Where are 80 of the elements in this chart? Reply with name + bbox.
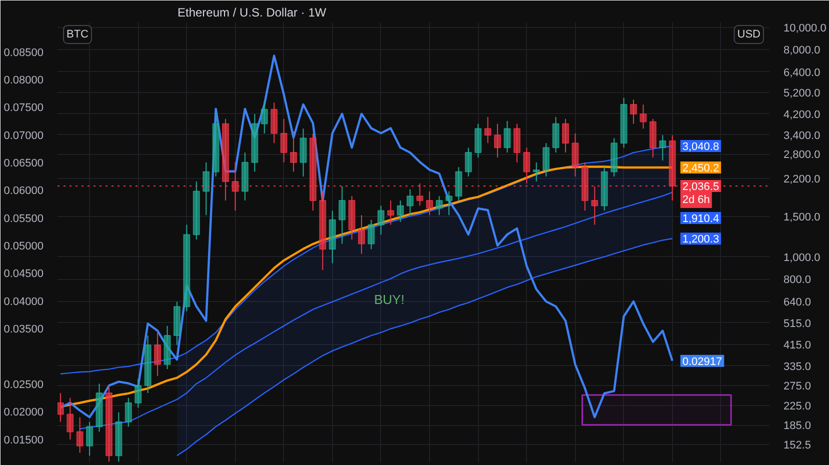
candlestick <box>260 101 268 134</box>
candlestick <box>387 200 394 226</box>
candlestick <box>76 416 84 454</box>
y2-tick-label: 415.0 <box>784 339 812 352</box>
y-tick-label: 0.05500 <box>4 212 44 225</box>
data-label: 3,040.8 <box>682 141 720 154</box>
candlestick <box>659 134 666 161</box>
y-tick-label: 0.08500 <box>4 46 44 59</box>
y2-tick-label: 225.0 <box>784 400 812 412</box>
y2-tick-label: 10,000.0 <box>784 22 826 34</box>
y2-tick-label: 800.0 <box>784 274 812 286</box>
data-label: 0.02917 <box>682 356 722 368</box>
candlestick <box>358 214 366 254</box>
y-tick-label: 0.04000 <box>4 296 44 308</box>
data-label: 1,200.3 <box>682 234 720 246</box>
y-tick-label: 0.08000 <box>4 74 44 87</box>
y-tick-label: 0.04500 <box>4 268 44 280</box>
candlestick <box>290 130 298 172</box>
y2-tick-label: 8,000.0 <box>784 44 820 57</box>
data-label: 1,910.4 <box>682 212 720 225</box>
candlestick <box>86 421 94 456</box>
y2-tick-label: 3,400.0 <box>784 130 820 142</box>
candlestick <box>562 118 570 153</box>
annotation: BUY! <box>374 292 404 308</box>
y-tick-label: 0.06000 <box>4 185 44 198</box>
y2-tick-label: 2,800.0 <box>784 149 820 162</box>
candlestick <box>513 123 520 163</box>
candlestick <box>504 120 511 153</box>
candlestick <box>640 104 647 130</box>
y-tick-label: 0.03500 <box>4 324 44 336</box>
chart-title: Ethereum / U.S. Dollar · 1W <box>178 6 327 20</box>
candlestick <box>280 118 288 163</box>
candlestick <box>406 188 414 216</box>
y-tick-label: 0.07000 <box>4 130 44 142</box>
candlestick <box>202 162 210 216</box>
candlestick <box>474 123 482 158</box>
candlestick <box>66 397 74 440</box>
y-tick-label: 0.06500 <box>4 158 44 170</box>
y2-tick-label: 640.0 <box>784 296 812 308</box>
candlestick <box>630 99 638 124</box>
candlestick <box>552 116 560 153</box>
candlestick <box>368 219 375 250</box>
candlestick <box>464 147 472 177</box>
y2-tick-label: 5,200.0 <box>784 88 820 100</box>
candlestick <box>484 116 492 144</box>
y-tick-label: 0.02500 <box>4 378 44 391</box>
y-tick-label: 0.02000 <box>4 406 44 419</box>
candlestick <box>445 190 452 216</box>
y2-tick-label: 1,500.0 <box>784 211 820 224</box>
candlestick <box>426 190 434 216</box>
y2-axis-title: USD <box>737 28 761 40</box>
y-axis-title: BTC <box>66 28 89 40</box>
data-label: 2,450.2 <box>682 162 720 175</box>
line-series <box>176 238 673 456</box>
candlestick <box>542 142 550 177</box>
y2-tick-label: 152.5 <box>784 439 812 452</box>
candlestick <box>523 147 530 184</box>
candlestick <box>124 397 132 428</box>
candlestick <box>532 162 540 182</box>
candlestick <box>377 205 384 236</box>
y-tick-label: 0.01500 <box>4 434 44 446</box>
y2-tick-label: 4,200.0 <box>784 108 820 121</box>
y2-tick-label: 6,400.0 <box>784 66 820 79</box>
y2-tick-label: 515.0 <box>784 318 812 330</box>
y-tick-label: 0.07500 <box>4 102 44 114</box>
candlestick <box>494 123 502 158</box>
ref-line-label: 2,036.5 2d 6h <box>682 180 720 206</box>
y2-tick-label: 185.0 <box>784 420 812 432</box>
y2-tick-label: 335.0 <box>784 360 812 373</box>
candlestick <box>396 200 404 222</box>
candlestick <box>591 186 598 226</box>
y2-tick-label: 1,000.0 <box>784 252 820 264</box>
candlestick <box>58 392 64 422</box>
y2-tick-label: 2,200.0 <box>784 173 820 186</box>
candlestick <box>436 196 443 216</box>
y-tick-label: 0.05000 <box>4 240 44 253</box>
candlestick <box>134 378 142 408</box>
candlestick <box>338 186 346 244</box>
candlestick <box>154 330 162 376</box>
y2-tick-label: 275.0 <box>784 380 812 393</box>
